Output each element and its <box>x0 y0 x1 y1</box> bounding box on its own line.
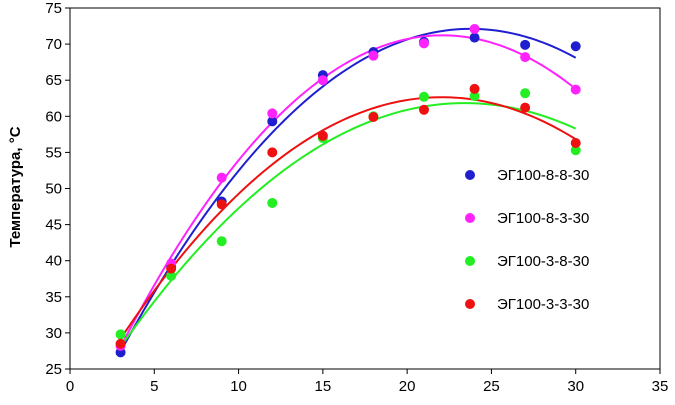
data-point-series-3 <box>116 329 126 339</box>
y-tick-label: 35 <box>45 289 62 306</box>
data-point-series-4 <box>166 264 176 274</box>
legend-label-series-2: ЭГ100-8-3-30 <box>497 210 589 227</box>
data-point-series-4 <box>116 339 126 349</box>
y-tick-label: 70 <box>45 36 62 53</box>
data-point-series-1 <box>571 41 581 51</box>
legend-label-series-4: ЭГ100-3-3-30 <box>497 296 589 313</box>
y-tick-label: 40 <box>45 253 62 270</box>
temperature-scatter-chart: 0 5 10 15 20 25 30 35 25 30 35 40 45 50 55 60 65 70 75 ЭГ1… <box>0 0 675 405</box>
data-point-series-4 <box>470 84 480 94</box>
x-tick-label: 25 <box>483 378 500 395</box>
data-point-series-3 <box>419 92 429 102</box>
data-point-series-2 <box>419 38 429 48</box>
legend-label-series-3: ЭГ100-3-8-30 <box>497 253 589 270</box>
legend-label-series-1: ЭГ100-8-8-30 <box>497 167 589 184</box>
x-tick-label: 15 <box>315 378 332 395</box>
legend-marker-series-1 <box>465 170 475 180</box>
y-tick-label: 50 <box>45 181 62 198</box>
legend: ЭГ100-8-8-30 ЭГ100-8-3-30 ЭГ100-3-8-30 ЭГ10… <box>465 167 589 313</box>
x-tick-label: 20 <box>399 378 416 395</box>
x-tick-label: 0 <box>66 378 74 395</box>
data-point-series-2 <box>267 108 277 118</box>
axes: 0 5 10 15 20 25 30 35 25 30 35 40 45 50 55 60 65 70 75 <box>45 0 668 395</box>
y-axis-title: Температура, °С <box>7 126 24 247</box>
y-tick-label: 60 <box>45 108 62 125</box>
data-point-series-4 <box>368 112 378 122</box>
data-point-series-2 <box>470 24 480 34</box>
y-tick-label: 45 <box>45 217 62 234</box>
data-point-series-2 <box>520 52 530 62</box>
plot-area-border <box>70 8 660 369</box>
data-point-series-2 <box>571 85 581 95</box>
y-tick-label: 55 <box>45 144 62 161</box>
data-point-series-3 <box>267 198 277 208</box>
data-point-series-4 <box>419 105 429 115</box>
data-point-series-2 <box>368 51 378 61</box>
data-point-series-1 <box>520 40 530 50</box>
y-tick-label: 25 <box>45 361 62 378</box>
data-point-series-2 <box>318 75 328 85</box>
x-tick-label: 10 <box>230 378 247 395</box>
data-point-series-4 <box>520 103 530 113</box>
data-point-series-2 <box>217 173 227 183</box>
y-tick-label: 65 <box>45 72 62 89</box>
legend-marker-series-3 <box>465 256 475 266</box>
data-point-series-1 <box>470 33 480 43</box>
data-point-series-3 <box>217 236 227 246</box>
x-tick-label: 35 <box>652 378 669 395</box>
legend-marker-series-4 <box>465 299 475 309</box>
y-tick-label: 30 <box>45 325 62 342</box>
chart: 0 5 10 15 20 25 30 35 25 30 35 40 45 50 55 60 65 70 75 ЭГ1… <box>0 0 675 405</box>
x-tick-label: 5 <box>150 378 158 395</box>
data-point-series-4 <box>267 147 277 157</box>
y-tick-label: 75 <box>45 0 62 17</box>
x-tick-label: 30 <box>567 378 584 395</box>
legend-marker-series-2 <box>465 213 475 223</box>
data-point-series-4 <box>571 138 581 148</box>
data-point-series-4 <box>318 131 328 141</box>
data-point-series-3 <box>520 88 530 98</box>
data-point-series-4 <box>217 199 227 209</box>
